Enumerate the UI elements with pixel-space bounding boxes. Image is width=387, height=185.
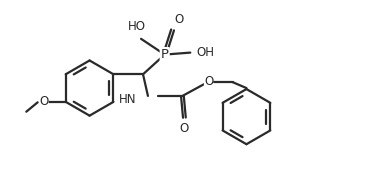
Text: HN: HN	[119, 93, 136, 106]
Text: P: P	[161, 48, 169, 61]
Text: O: O	[39, 95, 49, 108]
Text: HO: HO	[128, 20, 146, 33]
Text: O: O	[204, 75, 213, 88]
Text: OH: OH	[196, 46, 214, 59]
Text: O: O	[175, 13, 184, 26]
Text: O: O	[180, 122, 189, 134]
